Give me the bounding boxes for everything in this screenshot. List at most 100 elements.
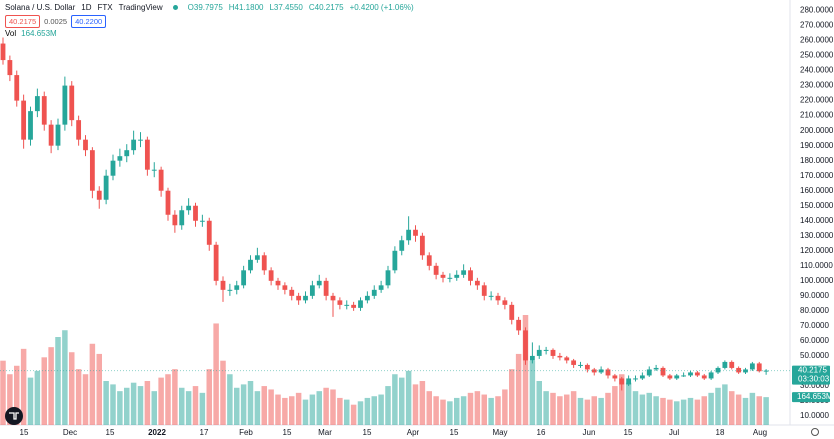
exchange: FTX — [97, 3, 113, 12]
candle-body — [646, 369, 652, 376]
x-tick-label: 15 — [450, 428, 459, 437]
y-tick-label: 210.0000 — [800, 111, 834, 120]
volume-bar — [185, 391, 192, 425]
x-tick-label: 15 — [20, 428, 29, 437]
volume-bar — [674, 401, 680, 425]
volume-name: Vol — [5, 29, 17, 38]
volume-bar — [460, 396, 467, 425]
y-tick-label: 230.0000 — [800, 81, 834, 90]
candle-body — [206, 220, 212, 245]
candle-body — [653, 367, 659, 370]
volume-bar — [584, 399, 591, 425]
candle-body — [564, 357, 570, 361]
x-tick-label: May — [492, 428, 507, 437]
candle-body — [371, 289, 377, 296]
candle-body — [144, 139, 150, 170]
volume-bar — [749, 392, 756, 425]
candle-body — [468, 270, 473, 281]
y-tick-label: 270.0000 — [800, 21, 834, 30]
x-tick-label: 15 — [624, 428, 633, 437]
candle-body — [48, 124, 54, 146]
y-tick-label: 170.0000 — [800, 171, 834, 180]
candle-body — [151, 169, 157, 171]
y-tick-label: 120.0000 — [800, 246, 834, 255]
candle-body — [41, 96, 47, 125]
candle-body — [69, 85, 75, 121]
volume-bar — [426, 391, 432, 425]
volume-bar — [199, 392, 206, 425]
volume-bar — [694, 399, 701, 425]
volume-bar — [722, 384, 728, 425]
volume-bar — [570, 391, 577, 425]
volume-value: 164.653M — [21, 29, 57, 38]
candle-body — [701, 375, 707, 379]
volume-bar — [82, 374, 89, 425]
candle-body — [378, 285, 384, 290]
trade-row: 40.2175 0.0025 40.2200 — [5, 15, 107, 28]
settings-icon[interactable] — [811, 428, 819, 436]
candle-body — [337, 300, 343, 305]
interval[interactable]: 1D — [81, 3, 92, 12]
volume-bar — [680, 399, 687, 425]
volume-bar — [440, 399, 446, 425]
volume-bar — [117, 391, 123, 425]
candle-body — [495, 295, 501, 301]
candle-body — [55, 124, 61, 146]
volume-bar — [557, 396, 563, 425]
candle-body — [165, 190, 171, 215]
volume-box — [792, 392, 830, 403]
volume-bar — [405, 370, 412, 425]
candle-body — [96, 190, 102, 200]
candle-body — [516, 319, 522, 331]
y-tick-label: 60.0000 — [800, 336, 829, 345]
status-dot — [172, 5, 178, 10]
candle-body — [722, 361, 728, 368]
x-tick-label: Jun — [583, 428, 596, 437]
x-tick-label: 15 — [363, 428, 372, 437]
volume-bar — [344, 399, 350, 425]
volume-bar — [330, 389, 336, 425]
volume-bar — [302, 399, 309, 425]
volume-bar — [103, 381, 109, 425]
candle-body — [674, 375, 680, 379]
candle-body — [124, 150, 130, 157]
volume-bar — [27, 377, 34, 425]
candle-body — [639, 375, 645, 379]
volume-bar — [275, 394, 281, 425]
candle-body — [413, 229, 418, 236]
candle-body — [0, 43, 6, 61]
volume-bar — [536, 381, 542, 425]
candle-body — [234, 285, 240, 290]
volume-bar — [337, 397, 343, 425]
symbol[interactable]: Solana / U.S. Dollar — [5, 3, 76, 12]
candle-body — [474, 280, 480, 286]
volume-bar — [323, 387, 329, 425]
volume-bar — [522, 315, 529, 425]
volume-bar — [213, 323, 219, 425]
volume-bar — [708, 392, 714, 425]
candle-body — [392, 250, 398, 271]
candle-body — [21, 100, 27, 140]
candle-body — [454, 274, 460, 278]
y-tick-label: 100.0000 — [800, 276, 834, 285]
candle-body — [254, 255, 260, 260]
x-tick-label: 18 — [716, 428, 725, 437]
volume-bar — [34, 370, 41, 425]
candle-body — [743, 369, 748, 373]
buy-button[interactable]: 40.2200 — [71, 15, 107, 28]
y-tick-label: 240.0000 — [800, 66, 834, 75]
y-tick-label: 70.0000 — [800, 321, 829, 330]
candle-body — [605, 369, 611, 376]
volume-bar — [646, 392, 652, 425]
volume-bar — [295, 392, 302, 425]
candle-body — [633, 378, 638, 380]
x-tick-label: Feb — [239, 428, 253, 437]
candle-body — [550, 349, 556, 356]
volume-bar — [605, 392, 611, 425]
sell-button[interactable]: 40.2175 — [5, 15, 41, 28]
candle-body — [62, 85, 68, 125]
candle-body — [708, 372, 714, 379]
volume-bar — [488, 397, 494, 425]
volume-bar — [467, 392, 474, 425]
candle-body — [749, 363, 755, 370]
